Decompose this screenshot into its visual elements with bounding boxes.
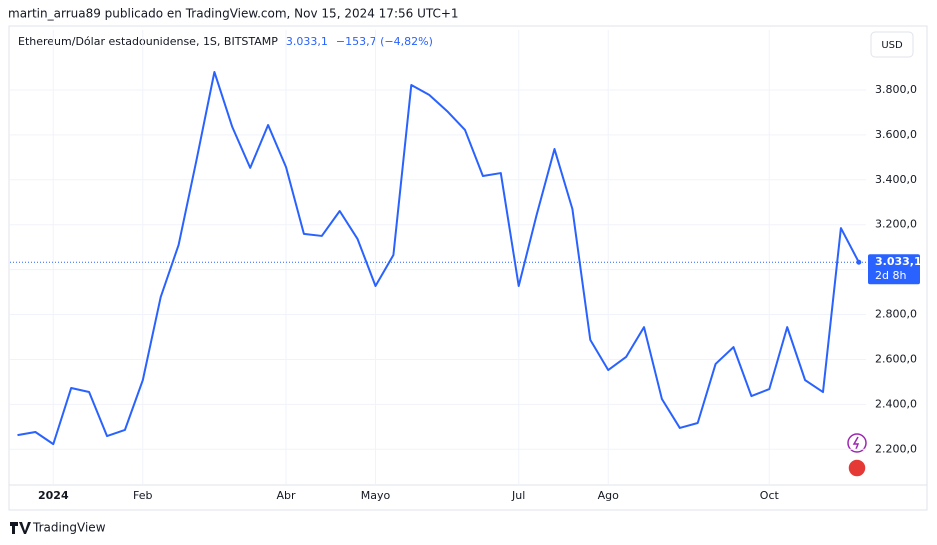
y-tick-label: 3.600,0 (875, 128, 917, 141)
legend-price: 3.033,1 (286, 35, 328, 48)
x-tick-label: Ago (598, 489, 620, 502)
currency[interactable]: USD (881, 40, 903, 51)
publisher: martin_arrua89 publicado en TradingView.… (8, 7, 459, 21)
x-tick-label: Mayo (361, 489, 391, 502)
chart-title: Ethereum/Dólar estadounidense, 1S, BITST… (18, 35, 278, 48)
y-tick-label: 2.400,0 (875, 397, 917, 410)
countdown: 2d 8h (875, 269, 906, 282)
last-price-box (868, 254, 920, 285)
logo (10, 522, 31, 534)
price-line (17, 70, 860, 446)
x-tick-label: 2024 (38, 489, 69, 502)
y-tick-label: 3.800,0 (875, 83, 917, 96)
event-icon-bolt (852, 436, 860, 450)
y-tick-label: 3.400,0 (875, 173, 917, 186)
last-price-label: 3.033,1 (875, 255, 922, 268)
legend-change: −153,7 (−4,82%) (336, 35, 433, 48)
y-tick-label: 2.600,0 (875, 352, 917, 365)
x-tick-label: Abr (276, 489, 296, 502)
x-tick-label: Oct (760, 489, 780, 502)
currency-button[interactable] (870, 31, 914, 58)
x-tick-label: Feb (133, 489, 152, 502)
last-point (856, 259, 862, 265)
flag-icon[interactable] (847, 458, 867, 478)
event-icon[interactable] (847, 433, 867, 453)
chart-frame (8, 25, 928, 511)
y-tick-label: 3.200,0 (875, 218, 917, 231)
brand: TradingView (32, 521, 106, 535)
x-tick-label: Jul (511, 489, 525, 502)
y-tick-label: 2.200,0 (875, 442, 917, 455)
y-tick-label: 2.800,0 (875, 308, 917, 321)
